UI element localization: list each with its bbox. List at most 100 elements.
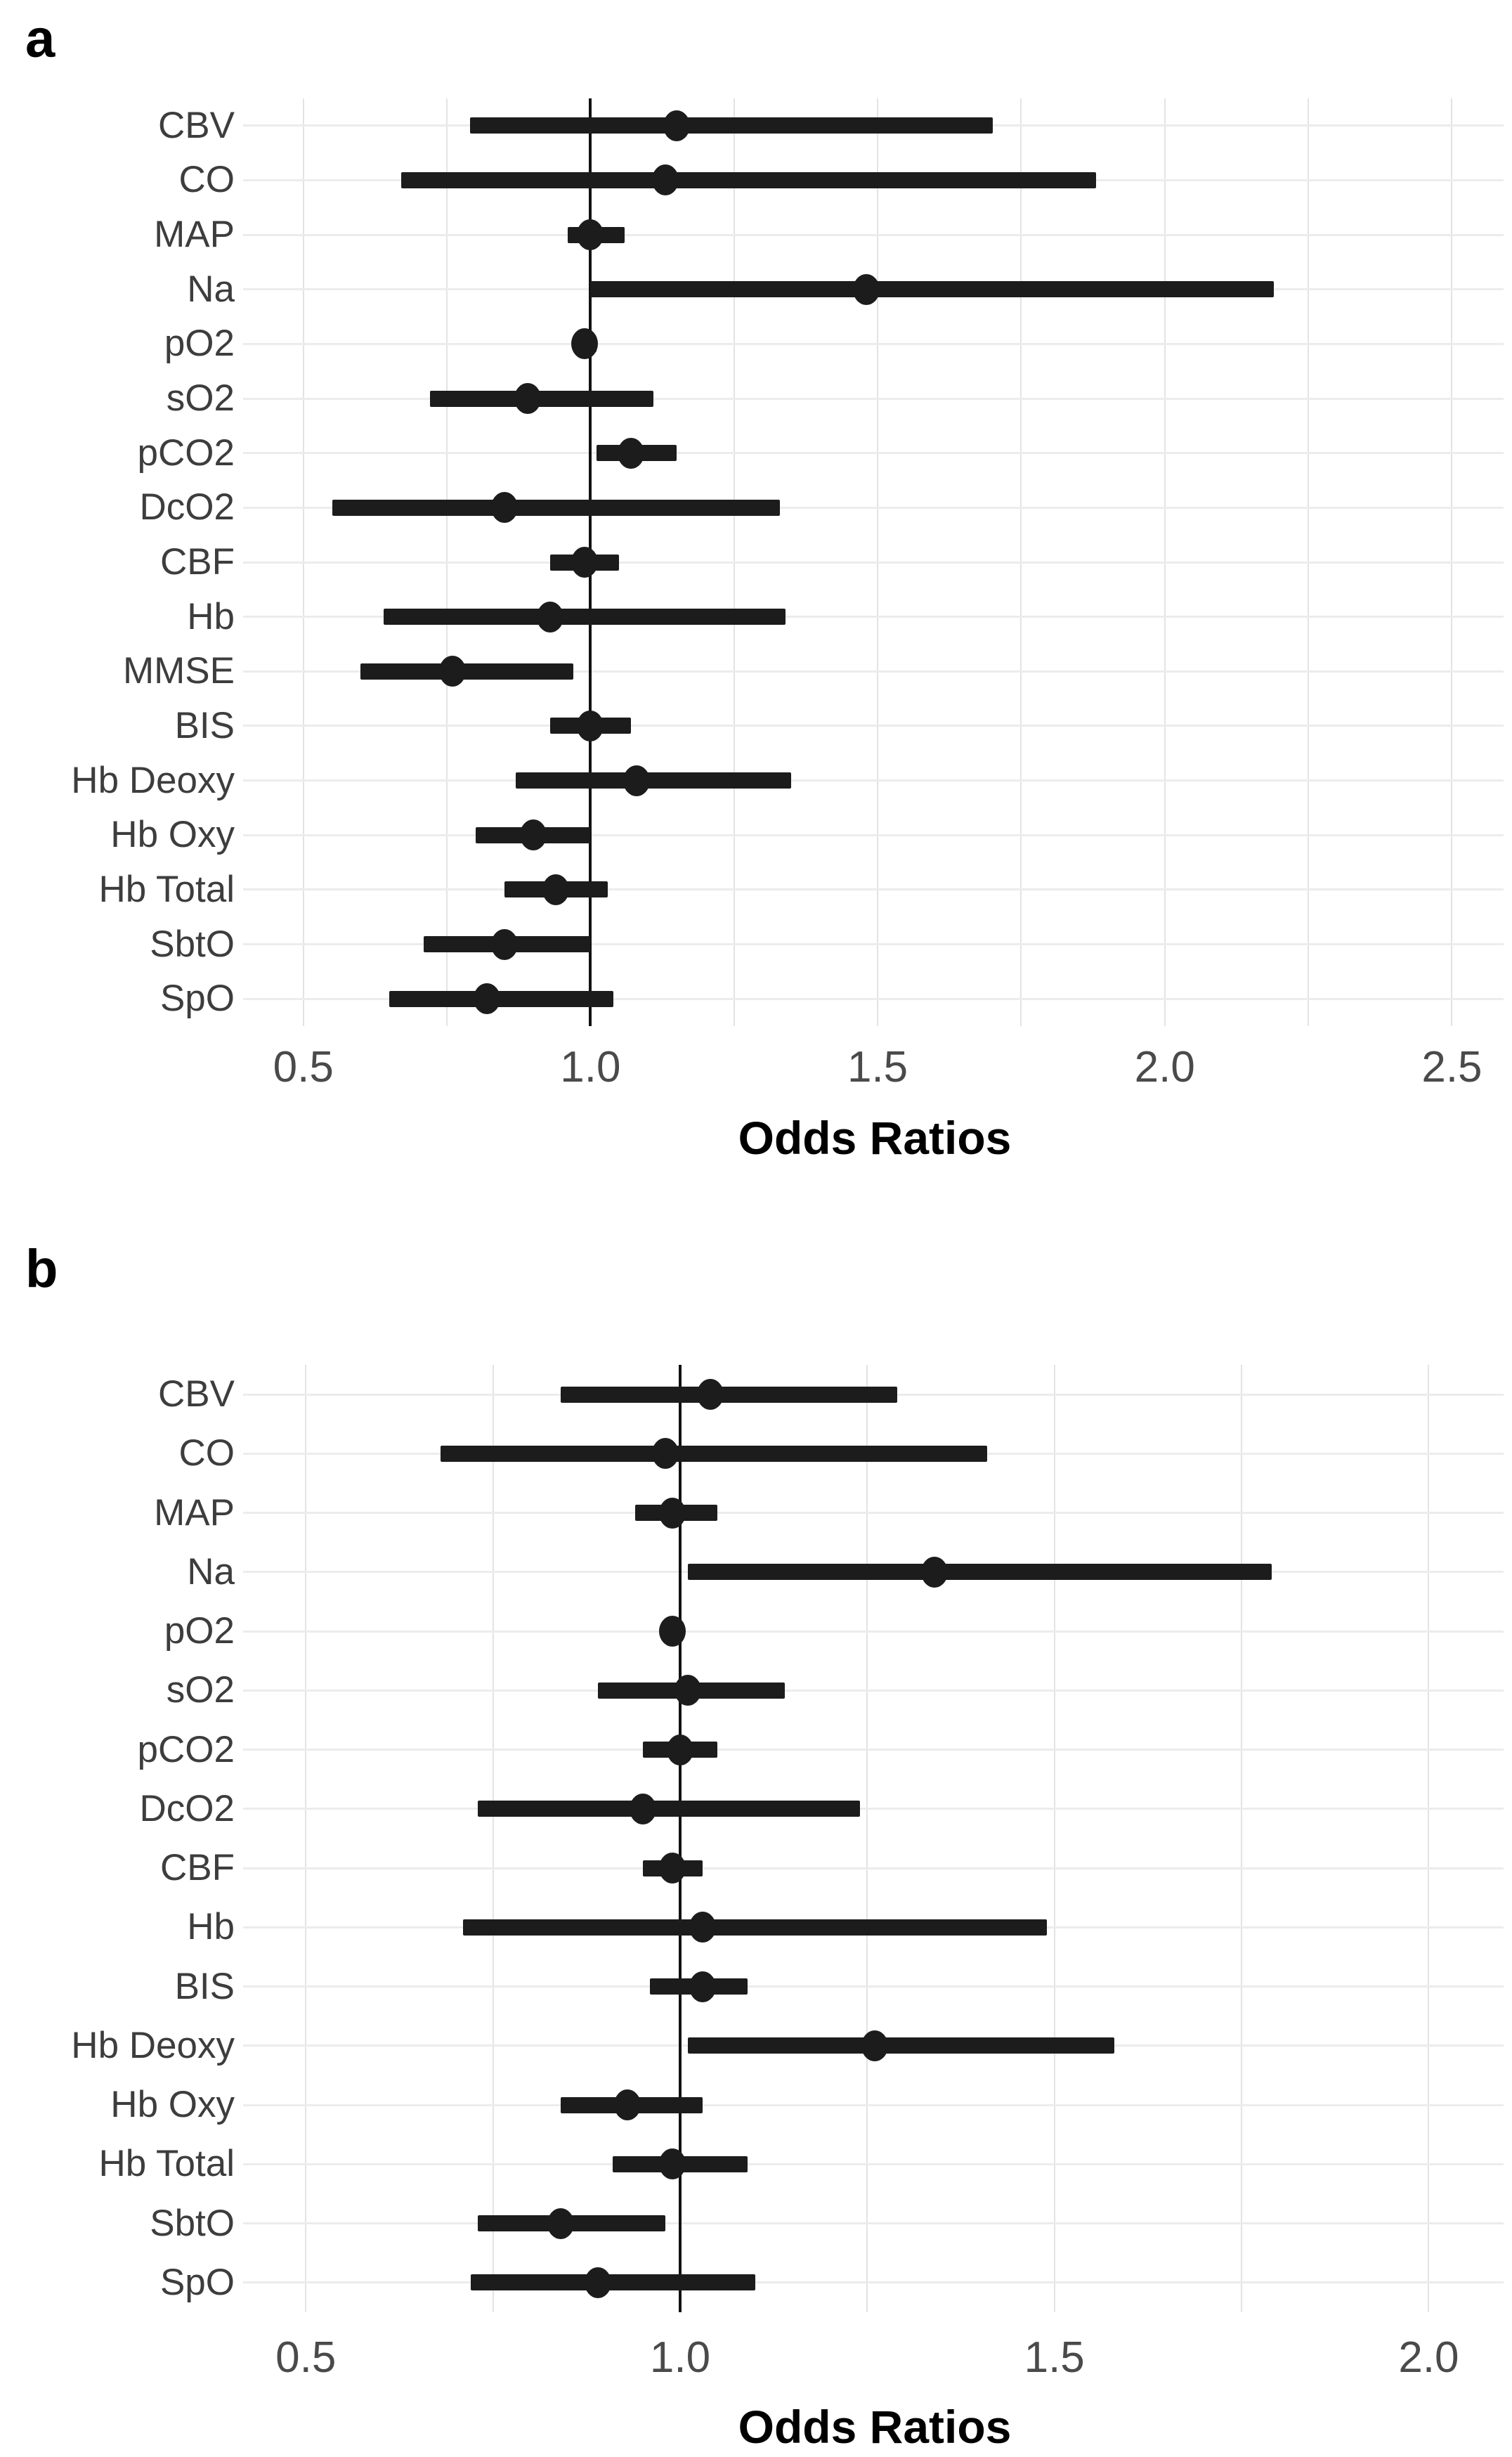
panel-a-row-gridline xyxy=(243,943,1504,946)
panel-b-row-gridline xyxy=(243,1867,1504,1869)
panel-b-point-pco2 xyxy=(666,1734,693,1765)
panel-b-x-axis-title: Odds Ratios xyxy=(738,2401,1012,2453)
panel-a-row-label-mmse: MMSE xyxy=(123,650,235,692)
panel-a-x-tick-1.5: 1.5 xyxy=(847,1043,908,1091)
panel-b-letter: b xyxy=(25,1239,58,1299)
panel-b-row-label-hb-deoxy: Hb Deoxy xyxy=(71,2024,235,2066)
panel-a-x-axis: 0.5 1.0 1.5 2.0 2.5 xyxy=(246,1046,1504,1096)
panel-b-row-label-po2: pO2 xyxy=(164,1610,235,1652)
panel-a-row-label-co: CO xyxy=(178,159,235,201)
panel-b-gridline-x-2.00 xyxy=(1428,1365,1430,2312)
panel-a-x-tick-1.0: 1.0 xyxy=(560,1043,621,1091)
panel-b-row-label-cbf: CBF xyxy=(160,1847,235,1889)
panel-b-ci-bar-spo xyxy=(470,2274,755,2291)
panel-a-ci-bar-spo xyxy=(389,990,614,1007)
panel-a-x-tick-2.0: 2.0 xyxy=(1134,1043,1195,1091)
panel-a-row-gridline xyxy=(243,561,1504,564)
panel-b-row-gridline xyxy=(243,1689,1504,1692)
panel-a-ci-bar-hb xyxy=(384,609,786,625)
panel-a-row-gridline xyxy=(243,834,1504,836)
panel-b-ci-bar-cbv xyxy=(560,1386,897,1403)
panel-a-point-hb-oxy xyxy=(519,819,547,851)
panel-a-point-hb-deoxy xyxy=(623,765,650,796)
panel-b-point-hb-oxy xyxy=(614,2089,641,2121)
panel-a-row-gridline xyxy=(243,397,1504,400)
panel-b-gridline-x-0.50 xyxy=(305,1365,307,2312)
panel-b-gridline-x-1.75 xyxy=(1241,1365,1243,2312)
panel-a-letter: a xyxy=(25,9,56,69)
panel-b-x-tick-1.0: 1.0 xyxy=(649,2333,711,2382)
panel-b-row-label-map: MAP xyxy=(154,1491,235,1534)
panel-a-row-label-dco2: DcO2 xyxy=(139,486,235,529)
panel-b-ci-bar-na xyxy=(687,1564,1272,1581)
panel-a-point-po2 xyxy=(571,328,599,360)
panel-a-point-dco2 xyxy=(490,492,518,524)
panel-b-point-cbv xyxy=(696,1379,724,1411)
panel-a-row-label-sbto: SbtO xyxy=(150,923,235,965)
panel-a-ci-bar-so2 xyxy=(429,390,654,407)
panel-a-row-label-spo: SpO xyxy=(159,978,235,1020)
panel-b-row-gridline xyxy=(243,1749,1504,1751)
panel-b-row-gridline xyxy=(243,1512,1504,1515)
panel-b-ci-bar-dco2 xyxy=(478,1801,860,1817)
panel-a-x-tick-2.5: 2.5 xyxy=(1421,1043,1482,1091)
panel-a-ci-bar-dco2 xyxy=(332,499,781,516)
panel-b-row-gridline xyxy=(243,1808,1504,1810)
panel-a-point-bis xyxy=(577,710,604,741)
panel-a-row-label-map: MAP xyxy=(154,214,235,256)
panel-b-x-tick-2.0: 2.0 xyxy=(1398,2333,1459,2382)
panel-a-point-hb-total xyxy=(542,874,570,905)
panel-a-point-na xyxy=(852,273,880,305)
panel-a-ci-bar-co xyxy=(400,171,1096,188)
panel-b-point-so2 xyxy=(674,1675,701,1706)
panel-b-point-hb xyxy=(689,1912,716,1943)
panel-a-point-map xyxy=(577,219,604,251)
panel-b-gridline-x-0.75 xyxy=(492,1365,494,2312)
panel-a-point-hb xyxy=(537,601,564,633)
panel-b-point-bis xyxy=(689,1971,716,2002)
panel-a-point-pco2 xyxy=(617,437,644,469)
panel-a-row-label-bis: BIS xyxy=(174,704,235,746)
panel-b-gridline-x-1.25 xyxy=(866,1365,868,2312)
panel-a-point-co xyxy=(651,164,679,196)
panel-a-row-gridline xyxy=(243,506,1504,509)
panel-a-ci-bar-hb-deoxy xyxy=(516,772,792,789)
panel-a-point-mmse xyxy=(439,656,467,687)
panel-b-reference-line-or-1 xyxy=(678,1365,682,2312)
panel-a-row-gridline xyxy=(243,233,1504,236)
panel-a-row-gridline xyxy=(243,616,1504,618)
panel-a-row-gridline xyxy=(243,997,1504,1000)
panel-b-row-gridline xyxy=(243,2281,1504,2284)
panel-b-x-tick-0.5: 0.5 xyxy=(275,2333,337,2382)
panel-b-row-gridline xyxy=(243,1630,1504,1633)
panel-b-row-label-pco2: pCO2 xyxy=(137,1728,235,1770)
panel-b-point-na xyxy=(921,1556,949,1588)
panel-b-x-axis: 0.5 1.0 1.5 2.0 xyxy=(246,2336,1504,2387)
panel-a-ci-bar-na xyxy=(590,281,1275,298)
panel-b-point-po2 xyxy=(659,1616,686,1647)
panel-a-ci-bar-mmse xyxy=(360,663,573,680)
panel-a-row-label-hb-deoxy: Hb Deoxy xyxy=(71,759,235,801)
panel-a-x-tick-0.5: 0.5 xyxy=(273,1043,334,1091)
panel-a-point-cbf xyxy=(571,547,599,578)
panel-b-row-gridline xyxy=(243,2222,1504,2225)
panel-a-row-label-pco2: pCO2 xyxy=(137,432,235,474)
panel-a-row-gridline xyxy=(243,888,1504,891)
panel-a-row-gridline xyxy=(243,779,1504,782)
panel-b-row-label-sbto: SbtO xyxy=(150,2202,235,2244)
panel-a-row-label-hb-total: Hb Total xyxy=(98,868,235,910)
panel-b-point-cbf xyxy=(659,1853,686,1884)
panel-b-row-gridline xyxy=(243,2163,1504,2165)
panel-a-plot-area: CBV CO MAP Na pO2 sO2 pCO2 DcO2 CBF Hb MMSE BIS Hb D… xyxy=(71,98,1504,1026)
panel-a-x-axis-title: Odds Ratios xyxy=(738,1112,1012,1164)
panel-b-row-gridline xyxy=(243,1985,1504,1988)
panel-b-row-gridline xyxy=(243,2103,1504,2106)
panel-b-row-label-hb-total: Hb Total xyxy=(98,2143,235,2185)
panel-a-point-sbto xyxy=(490,928,518,960)
panel-a-point-spo xyxy=(474,983,501,1015)
panel-b-row-label-hb-oxy: Hb Oxy xyxy=(110,2084,235,2126)
panel-a-row-label-cbv: CBV xyxy=(158,104,235,146)
panel-a-row-gridline xyxy=(243,452,1504,455)
panel-a-row-label-hb: Hb xyxy=(187,595,235,637)
